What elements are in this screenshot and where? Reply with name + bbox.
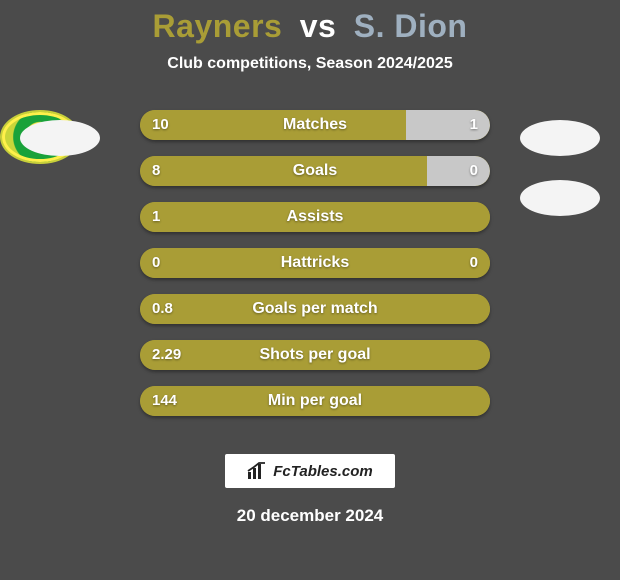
bar-value-left: 10 (152, 110, 169, 140)
bar-value-left: 2.29 (152, 340, 181, 370)
bar-label: Goals per match (140, 294, 490, 324)
title-player1: Rayners (153, 8, 283, 44)
bar-label: Min per goal (140, 386, 490, 416)
bar-value-left: 1 (152, 202, 160, 232)
stat-bar: Min per goal144 (140, 386, 490, 416)
stat-bar: Matches10 1 (140, 110, 490, 140)
bar-label: Matches (140, 110, 490, 140)
stats-bars: Matches101Goals80Assists1Hattricks00Goal… (140, 110, 490, 432)
bars-icon (247, 462, 267, 480)
bar-value-left: 0.8 (152, 294, 173, 324)
bar-label: Goals (140, 156, 490, 186)
stat-bar: Shots per goal2.29 (140, 340, 490, 370)
page-title: Rayners vs S. Dion (0, 0, 620, 45)
bar-value-left: 8 (152, 156, 160, 186)
bar-label: Hattricks (140, 248, 490, 278)
bar-value-left: 144 (152, 386, 177, 416)
body-area: Matches101Goals80Assists1Hattricks00Goal… (0, 110, 620, 164)
brand-logo: FcTables.com (225, 454, 395, 488)
bar-value-left: 0 (152, 248, 160, 278)
stat-bar: Hattricks0 0 (140, 248, 490, 278)
brand-text: FcTables.com (273, 463, 372, 480)
player1-badge-placeholder (20, 120, 100, 156)
player2-club-badge-placeholder (520, 180, 600, 216)
subtitle: Club competitions, Season 2024/2025 (0, 55, 620, 73)
bar-value-right: 0 (470, 248, 478, 278)
player2-badge-placeholder (520, 120, 600, 156)
footer-date: 20 december 2024 (0, 506, 620, 526)
stat-bar: Assists1 (140, 202, 490, 232)
bar-label: Shots per goal (140, 340, 490, 370)
bar-value-right: 1 (470, 110, 478, 140)
stat-bar: Goals8 0 (140, 156, 490, 186)
bar-value-right: 0 (470, 156, 478, 186)
stat-bar: Goals per match0.8 (140, 294, 490, 324)
comparison-card: Rayners vs S. Dion Club competitions, Se… (0, 0, 620, 580)
title-vs: vs (300, 8, 337, 44)
bar-label: Assists (140, 202, 490, 232)
title-player2: S. Dion (354, 8, 468, 44)
